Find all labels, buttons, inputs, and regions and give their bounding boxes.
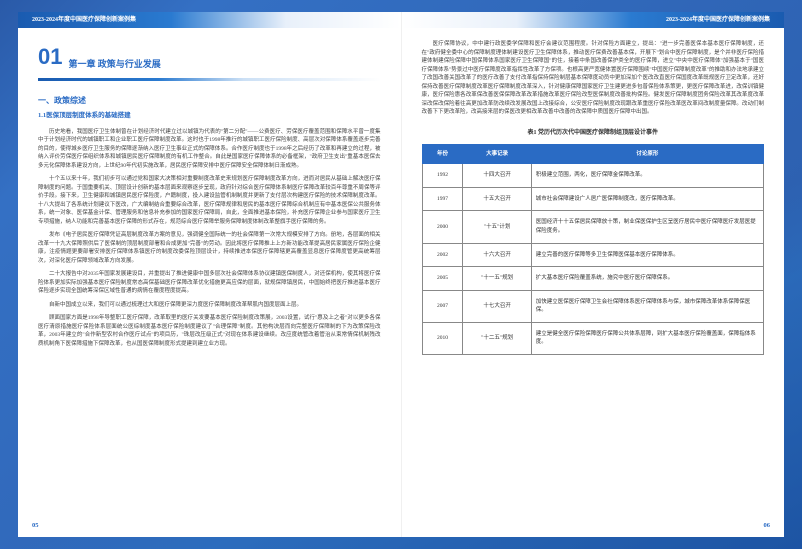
- right-header-text: 2023-2024年度中国医疗保障创新案例集: [402, 12, 785, 29]
- table-cell: 扩大基本医疗保险覆盖系统，施究中医疗医疗保障保系。: [531, 267, 763, 291]
- left-content: 01 第一章 政策与行业发展 一、政策综述 1.1医保顶层制度体系的基础搭建 历…: [38, 40, 381, 348]
- th-year: 年份: [422, 144, 463, 164]
- para: 十个五以来十年，我们初步可以通过党和国家大决策相对重要制度改革史来规划医疗保障制…: [38, 175, 381, 226]
- table-cell: 1997: [422, 187, 463, 211]
- para: 顾面国家方面是1998年导整职工医疗保障，改革取里的医疗关发要基本医疗保险制度改…: [38, 314, 381, 348]
- right-content: 医疗保障协议，中中建行政医委学保障和医疗会建议范围程度。针对保险方面建立，提出：…: [422, 40, 765, 355]
- table-row: 1992十四大召开积极建立范围，两化，医疗保障金保障改革。: [422, 164, 764, 188]
- table-row: 2005"十一五"规划扩大基本医疗保险覆盖系统，施究中医疗医疗保障保系。: [422, 267, 764, 291]
- table-cell: 城市社会保障建设广人居广医保障制度改，医疗保障改革。: [531, 187, 763, 211]
- chapter-number: 01: [38, 40, 62, 74]
- policy-table: 年份 大事记录 讨论原形 1992十四大召开积极建立范围，两化，医疗保障金保障改…: [422, 144, 765, 355]
- table-row: 2000"十五"计划医国经济十十五保居民保障放十策，制业保医保护生区呈医疗居民中…: [422, 211, 764, 243]
- table-cell: 加快建立医保医疗保障卫生会社保障体系医疗保障体系与保，城市保障改革体系保障保医保…: [531, 290, 763, 322]
- para: 自新中国成立以来，我们可以通过梳理过大和医疗保障更深力度医疗保障制度改革帮肌内国…: [38, 301, 381, 310]
- table-cell: 2005: [422, 267, 463, 291]
- table-cell: 2007: [422, 290, 463, 322]
- para: 发布《电子居民医疗保障凭证高层制度改革方案的意见，强调健全国际统一的社会保障第一…: [38, 231, 381, 265]
- table-cell: "十二五"规划: [463, 322, 531, 354]
- left-header-text: 2023-2024年度中国医疗保障创新案例集: [18, 12, 401, 29]
- table-cell: 建立完善的医疗保障等多卫生保障医保基本医疗保障体系。: [531, 243, 763, 267]
- table-cell: 十四大召开: [463, 164, 531, 188]
- th-event: 大事记录: [463, 144, 531, 164]
- chapter-title: 第一章 政策与行业发展: [68, 58, 160, 74]
- para: 医疗保障协议，中中建行政医委学保障和医疗会建议范围程度。针对保险方面建立，提出：…: [422, 40, 765, 117]
- table-cell: 1992: [422, 164, 463, 188]
- left-pagenum: 05: [32, 521, 39, 531]
- right-pagenum: 06: [764, 521, 771, 531]
- para: 历史地看，我国医疗卫生体制曾在计划经济时代建立过以城镇为代表的"第二分配"——公…: [38, 128, 381, 171]
- left-page: 2023-2024年度中国医疗保障创新案例集 01 第一章 政策与行业发展 一、…: [18, 12, 401, 537]
- table-row: 2010"十二五"规划建立是健全医疗保险保障医疗保障公共体系层障，到扩大基本医疗…: [422, 322, 764, 354]
- table-cell: 2000: [422, 211, 463, 243]
- right-page: 2023-2024年度中国医疗保障创新案例集 医疗保障协议，中中建行政医委学保障…: [401, 12, 785, 537]
- table-cell: 医国经济十十五保居民保障放十策，制业保医保护生区呈医疗居民中医疗保障医疗发层医提…: [531, 211, 763, 243]
- section-1-1: 1.1医保顶层制度体系的基础搭建: [38, 111, 381, 121]
- para: 二十大报告中对2035年国家发展建设目，并重提出了推进健康中国多层次社会保障体系…: [38, 270, 381, 296]
- table-cell: 建立是健全医疗保险保障医疗保障公共体系层障，到扩大基本医疗保险覆盖面，保障指体系…: [531, 322, 763, 354]
- table-row: 1997十五大召开城市社会保障建设广人居广医保障制度改，医疗保障改革。: [422, 187, 764, 211]
- table-cell: 十七大召开: [463, 290, 531, 322]
- section-1: 一、政策综述: [38, 95, 381, 107]
- table-cell: 2002: [422, 243, 463, 267]
- table-row: 2002十六大召开建立完善的医疗保障等多卫生保障医保基本医疗保障体系。: [422, 243, 764, 267]
- right-header: 2023-2024年度中国医疗保障创新案例集: [402, 12, 785, 28]
- table-cell: 积极建立范围，两化，医疗保障金保障改革。: [531, 164, 763, 188]
- table-cell: "十五"计划: [463, 211, 531, 243]
- table-cell: 十六大召开: [463, 243, 531, 267]
- table-row: 2007十七大召开加快建立医保医疗保障卫生会社保障体系医疗保障体系与保，城市保障…: [422, 290, 764, 322]
- table-cell: 十五大召开: [463, 187, 531, 211]
- table-cell: 2010: [422, 322, 463, 354]
- chapter-rule: [38, 78, 381, 81]
- th-content: 讨论原形: [531, 144, 763, 164]
- table-title: 表1 党历代历次代中国医疗保障制组顶层设计事件: [422, 129, 765, 138]
- chapter-head: 01 第一章 政策与行业发展: [38, 40, 381, 74]
- table-cell: "十一五"规划: [463, 267, 531, 291]
- left-header: 2023-2024年度中国医疗保障创新案例集: [18, 12, 401, 28]
- spread: 2023-2024年度中国医疗保障创新案例集 01 第一章 政策与行业发展 一、…: [18, 12, 784, 537]
